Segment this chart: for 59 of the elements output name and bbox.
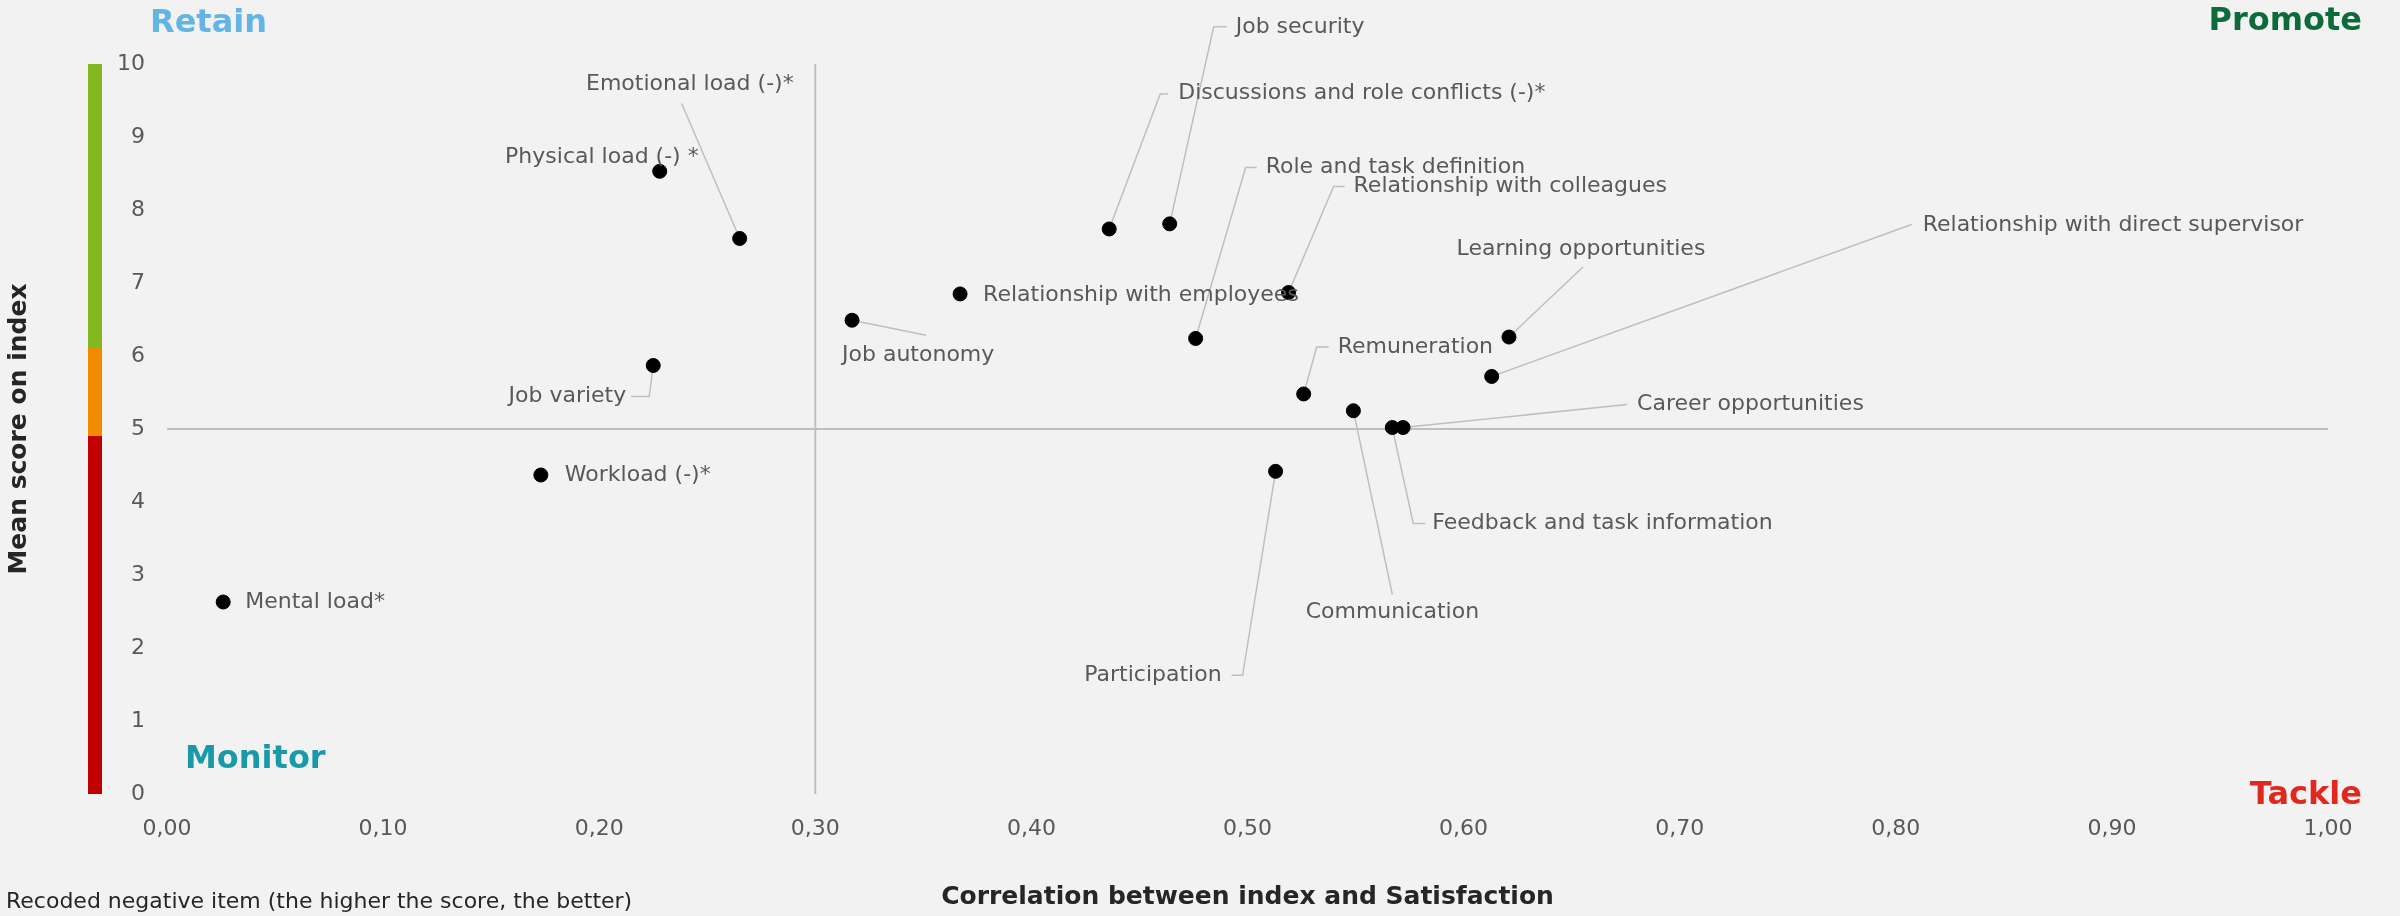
- x-tick-label: 0,60: [1439, 814, 1489, 840]
- x-tick-label: 0,20: [574, 814, 624, 840]
- point: [215, 594, 231, 610]
- annotation: Emotional load (-)*: [586, 70, 794, 96]
- annotation: Workload (-)*: [564, 460, 711, 486]
- x-tick-label: 0,40: [1006, 814, 1056, 840]
- annotation: Mental load*: [245, 587, 385, 613]
- annotation: Feedback and task information: [1432, 509, 1773, 535]
- annotation: Job security: [1233, 12, 1365, 38]
- y-tick-label: 9: [131, 122, 145, 148]
- point: [1296, 386, 1312, 402]
- y-tick-label: 4: [131, 487, 145, 513]
- annotation: Physical load (-) *: [505, 143, 699, 169]
- y-tick-label: 5: [131, 414, 145, 440]
- x-tick-label: 1,00: [2303, 814, 2353, 840]
- annotation: Job variety: [506, 382, 627, 408]
- annotation: Discussions and role conflicts (-)*: [1178, 78, 1546, 104]
- x-tick-label: 0,90: [2087, 814, 2137, 840]
- point: [533, 467, 549, 483]
- text: Promote: [2208, 0, 2362, 39]
- point: [1484, 368, 1500, 384]
- y-tick-label: 0: [131, 779, 145, 805]
- point: [1101, 221, 1117, 237]
- y-tick-label: 1: [131, 706, 145, 732]
- y-tick-label: 7: [131, 268, 145, 294]
- point: [1345, 403, 1361, 419]
- y-axis-title: Mean score on index: [2, 283, 32, 575]
- annotation: Career opportunities: [1637, 390, 1864, 416]
- x-tick-label: 0,10: [358, 814, 408, 840]
- annotation: Communication: [1305, 598, 1480, 624]
- y-tick-label: 6: [131, 341, 145, 367]
- text: Recoded negative item (the higher the score, the better): [6, 887, 633, 913]
- y-tick-label: 2: [131, 633, 145, 659]
- y-tick-label: 10: [117, 49, 145, 75]
- point: [1501, 329, 1517, 345]
- annotation: Participation: [1084, 661, 1222, 687]
- point: [1395, 420, 1411, 436]
- point: [844, 312, 860, 328]
- annotation: Tackle: [2249, 774, 2362, 813]
- x-tick-label: 0,00: [142, 814, 192, 840]
- annotation: Monitor: [185, 738, 326, 777]
- point: [1268, 463, 1284, 479]
- x-tick-label: 0,50: [1223, 814, 1272, 840]
- annotation: Job autonomy: [840, 340, 995, 366]
- point: [1188, 330, 1204, 346]
- point: [645, 357, 661, 373]
- x-tick-label: 0,30: [790, 814, 840, 840]
- point: [1162, 216, 1178, 232]
- point: [952, 286, 968, 302]
- y-tick-label: 3: [131, 560, 145, 586]
- point: [732, 230, 748, 246]
- y-tick-label: 8: [131, 195, 145, 221]
- text: Retain: [150, 2, 267, 41]
- annotation: Remuneration: [1337, 332, 1494, 358]
- annotation: Learning opportunities: [1456, 234, 1706, 260]
- x-tick-label: 0,80: [1871, 814, 1921, 840]
- x-tick-label: 0,70: [1655, 814, 1705, 840]
- annotation: Relationship with direct supervisor: [1922, 211, 2305, 237]
- x-axis-title: Correlation between index and Satisfaction: [941, 880, 1554, 910]
